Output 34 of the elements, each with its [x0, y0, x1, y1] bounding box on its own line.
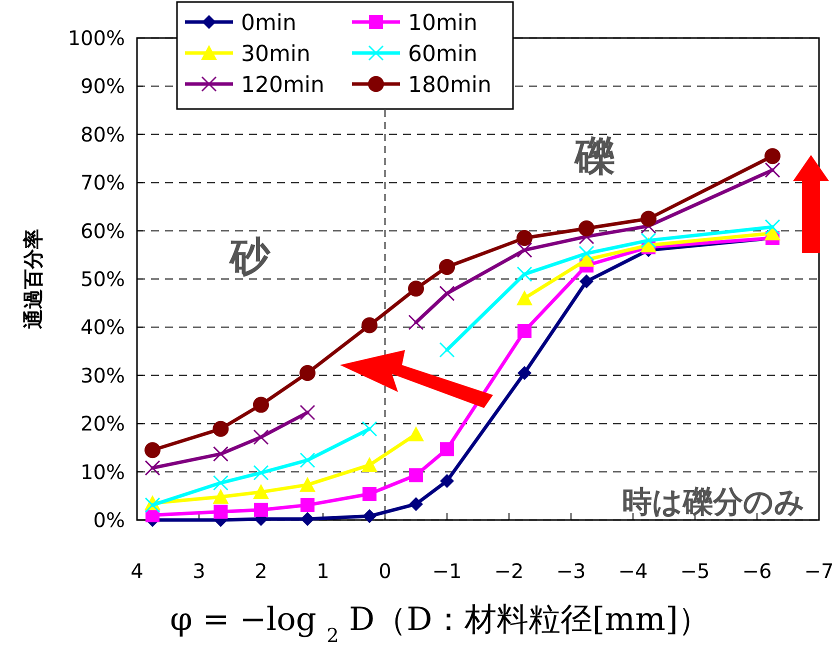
y-tick-label: 60%	[80, 218, 125, 243]
y-tick-label: 50%	[80, 267, 125, 291]
x-tick-label: −5	[680, 559, 710, 583]
y-tick-label: 70%	[80, 170, 125, 195]
x-tick-label: −4	[618, 559, 648, 583]
y-axis-title: 通過百分率	[21, 229, 45, 330]
y-tick-label: 20%	[80, 412, 125, 436]
y-tick-label: 10%	[80, 460, 125, 484]
x-tick-label: −3	[556, 559, 586, 583]
legend-label: 180min	[408, 73, 492, 98]
annotation: 時は礫分のみ	[622, 485, 805, 520]
x-tick-label: −2	[494, 559, 524, 583]
y-tick-label: 100%	[68, 26, 125, 50]
y-tick-label: 80%	[80, 122, 125, 146]
legend-label: 0min	[241, 11, 296, 36]
y-tick-label: 30%	[80, 363, 125, 388]
x-tick-label: 1	[316, 559, 330, 583]
x-axis-title: φ = −log $_{2}$ D（D：材料粒径[mm]）	[170, 600, 710, 646]
x-tick-label: 3	[192, 559, 206, 583]
legend-label: 10min	[408, 11, 478, 36]
annotation: 砂	[228, 234, 271, 280]
annotation: 礫	[573, 134, 615, 180]
legend-label: 30min	[241, 42, 310, 67]
y-tick-label: 0%	[93, 508, 125, 532]
legend-label: 120min	[241, 73, 324, 98]
y-tick-label: 40%	[80, 315, 125, 340]
y-tick-label: 90%	[80, 74, 125, 98]
x-tick-label: −7	[804, 559, 834, 583]
x-tick-label: 4	[130, 559, 144, 583]
legend-label: 60min	[408, 42, 478, 67]
x-tick-label: −6	[742, 559, 772, 583]
x-tick-label: 2	[254, 559, 268, 583]
x-tick-label: −1	[432, 559, 462, 583]
x-tick-label: 0	[378, 559, 392, 583]
